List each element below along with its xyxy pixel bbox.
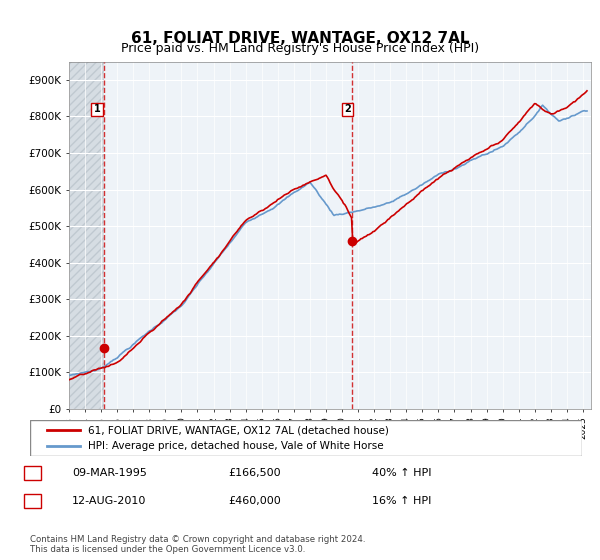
Text: 09-MAR-1995: 09-MAR-1995 (72, 468, 147, 478)
FancyBboxPatch shape (342, 102, 353, 116)
Text: 16% ↑ HPI: 16% ↑ HPI (372, 496, 431, 506)
Text: 2: 2 (29, 496, 36, 506)
Text: 1: 1 (29, 468, 36, 478)
Text: 2: 2 (344, 104, 351, 114)
FancyBboxPatch shape (91, 102, 103, 116)
Text: HPI: Average price, detached house, Vale of White Horse: HPI: Average price, detached house, Vale… (88, 441, 383, 451)
Text: £460,000: £460,000 (228, 496, 281, 506)
Text: £166,500: £166,500 (228, 468, 281, 478)
Text: 40% ↑ HPI: 40% ↑ HPI (372, 468, 431, 478)
Text: 1: 1 (94, 104, 100, 114)
Text: 12-AUG-2010: 12-AUG-2010 (72, 496, 146, 506)
Bar (69, 62, 104, 409)
Text: Price paid vs. HM Land Registry's House Price Index (HPI): Price paid vs. HM Land Registry's House … (121, 42, 479, 55)
FancyBboxPatch shape (30, 420, 582, 456)
Text: 61, FOLIAT DRIVE, WANTAGE, OX12 7AL (detached house): 61, FOLIAT DRIVE, WANTAGE, OX12 7AL (det… (88, 425, 389, 435)
Text: Contains HM Land Registry data © Crown copyright and database right 2024.
This d: Contains HM Land Registry data © Crown c… (30, 535, 365, 554)
Text: 61, FOLIAT DRIVE, WANTAGE, OX12 7AL: 61, FOLIAT DRIVE, WANTAGE, OX12 7AL (131, 31, 469, 46)
